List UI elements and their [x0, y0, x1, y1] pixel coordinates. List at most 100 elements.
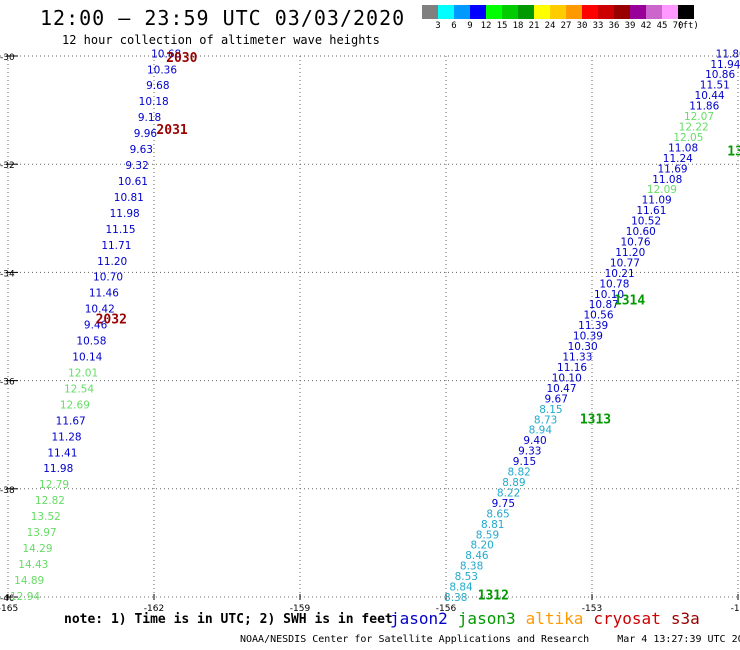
wave-height-label: 9.33	[518, 446, 541, 458]
legend-label: 45	[656, 21, 668, 31]
wave-height-label: 9.18	[138, 112, 161, 124]
legend-label: 21	[528, 21, 540, 31]
wave-height-label: 11.28	[52, 431, 82, 443]
legend-swatch	[630, 5, 646, 19]
wave-height-label: 11.94	[710, 59, 740, 71]
wave-height-label: 10.61	[118, 176, 148, 188]
legend-label: 18	[512, 21, 524, 31]
legend-label: 15	[496, 21, 508, 31]
wave-height-label: 11.39	[578, 320, 608, 332]
wave-height-label: 14.89	[14, 575, 44, 587]
x-tick-label: -162	[144, 604, 164, 614]
wave-height-label: 11.20	[615, 247, 645, 259]
legend-swatch	[486, 5, 502, 19]
credit-text: NOAA/NESDIS Center for Satellite Applica…	[240, 634, 590, 645]
wave-height-label: 14.29	[22, 543, 52, 555]
satellite-key-cryosat: cryosat	[593, 609, 661, 628]
timestamp-text: Mar 4 13:27:39 UTC 2020	[617, 634, 740, 645]
wave-height-label: 11.98	[43, 463, 73, 475]
wave-height-label: 9.32	[125, 160, 148, 172]
wave-height-label: 8.15	[539, 404, 562, 416]
legend-label: 12	[480, 21, 492, 31]
wave-height-label: 9.46	[84, 320, 108, 332]
wave-height-label: 11.86	[689, 101, 719, 113]
wave-height-label: 11.61	[636, 205, 666, 217]
legend-swatch	[422, 5, 438, 19]
wave-height-label: 12.07	[684, 111, 714, 123]
wave-height-label: 10.78	[599, 278, 629, 290]
wave-height-label: 10.14	[72, 352, 102, 364]
wave-height-label: 10.10	[594, 289, 624, 301]
legend-unit: (ft)	[677, 21, 699, 31]
wave-height-label: 10.44	[695, 90, 725, 102]
wave-height-label: 10.77	[610, 257, 640, 269]
wave-height-label: 11.41	[47, 447, 77, 459]
legend-color-bar	[422, 5, 694, 19]
wave-height-label: 10.30	[568, 341, 598, 353]
legend-swatch	[518, 5, 534, 19]
wave-height-label: 10.68	[151, 48, 181, 60]
wave-height-label: 11.33	[562, 352, 592, 364]
legend-swatch	[550, 5, 566, 19]
wave-height-label: 11.20	[97, 256, 127, 268]
wave-height-label: 9.40	[523, 435, 546, 447]
wave-height-label: 9.75	[492, 498, 515, 510]
wave-height-label: 8.65	[486, 508, 509, 520]
wave-height-label: 11.71	[101, 240, 131, 252]
x-tick-label: -156	[436, 604, 457, 614]
wave-height-label: 11.09	[642, 195, 672, 207]
wave-height-label: 11.16	[557, 362, 587, 374]
wave-height-label: 10.70	[93, 272, 123, 284]
legend-swatch	[566, 5, 582, 19]
legend-swatch	[582, 5, 598, 19]
legend-label: 33	[592, 21, 604, 31]
wave-height-label: 11.67	[56, 415, 86, 427]
wave-height-label: 13.97	[27, 527, 57, 539]
y-tick-label: -30	[0, 53, 15, 63]
wave-height-label: 8.89	[502, 477, 525, 489]
satellite-key-jason3: jason3	[457, 609, 516, 628]
x-tick-label: -15	[731, 604, 740, 614]
credit-line: NOAA/NESDIS Center for Satellite Applica…	[240, 634, 740, 645]
satellite-key-s3a: s3a	[670, 609, 700, 628]
pass-time-label: 1314	[614, 293, 645, 308]
wave-height-label: 11.69	[658, 163, 688, 175]
legend-labels: 3 6 9 12 15 18 21 24 27 30 33 36 39 42 45 70 (ft)	[422, 19, 699, 33]
wave-height-label: 12.79	[39, 479, 69, 491]
satellite-key: jason2 jason3 altika cryosat s3a	[390, 609, 710, 628]
wave-height-label: 12.69	[60, 399, 90, 411]
y-tick-label: -36	[0, 378, 15, 388]
wave-height-label: 11.46	[89, 288, 119, 300]
legend-label: 3	[435, 21, 441, 31]
wave-height-label: 10.58	[76, 336, 106, 348]
page-subtitle: 12 hour collection of altimeter wave hei…	[62, 33, 380, 47]
wave-height-label: 10.47	[546, 383, 576, 395]
wave-height-label: 8.82	[507, 467, 530, 479]
page-title: 12:00 – 23:59 UTC 03/03/2020	[40, 6, 406, 30]
wave-height-label: 8.46	[465, 550, 489, 562]
satellite-key-altika: altika	[525, 609, 584, 628]
wave-height-label: 11.15	[105, 224, 135, 236]
wave-height-label: 8.20	[470, 540, 493, 552]
y-tick-label: -38	[0, 486, 15, 496]
wave-height-label: 9.68	[146, 80, 169, 92]
wave-height-label: 8.22	[497, 487, 520, 499]
satellite-key-jason2: jason2	[390, 609, 448, 628]
wave-height-label: 12.94	[10, 591, 40, 603]
wave-height-label: 11.98	[110, 208, 140, 220]
note-text: note: 1) Time is in UTC; 2) SWH is in fe…	[64, 612, 393, 627]
wave-height-label: 14.43	[18, 559, 48, 571]
wave-height-label: 10.36	[147, 64, 177, 76]
wave-height-label: 10.86	[705, 69, 735, 81]
pass-time-label: 1315	[727, 145, 740, 160]
legend-label: 30	[576, 21, 588, 31]
wave-height-label: 10.39	[573, 331, 603, 343]
wave-height-label: 11.24	[663, 153, 693, 165]
legend-swatch	[470, 5, 486, 19]
legend-label: 39	[624, 21, 636, 31]
wave-height-label: 10.87	[589, 299, 619, 311]
wave-height-label: 9.15	[513, 456, 536, 468]
legend-label: 36	[608, 21, 620, 31]
legend-swatch	[534, 5, 550, 19]
